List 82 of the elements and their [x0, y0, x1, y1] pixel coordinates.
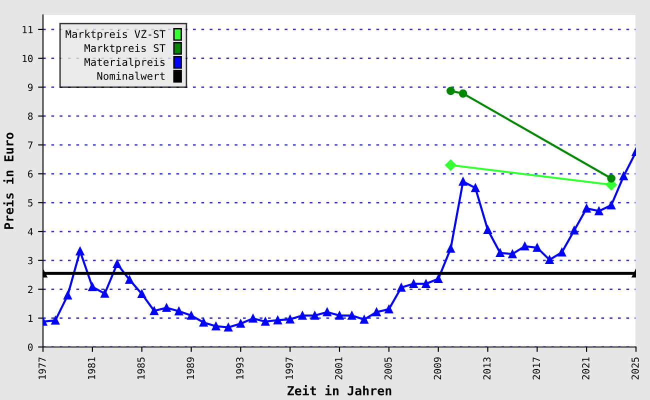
point	[51, 316, 60, 325]
point	[446, 244, 455, 253]
x-tick-label: 1977	[38, 357, 46, 379]
x-tick-label: 2009	[434, 357, 442, 380]
point	[558, 248, 566, 256]
y-tick-label: 5	[28, 199, 32, 207]
point	[445, 160, 456, 171]
y-tick-label: 11	[22, 26, 33, 34]
point	[360, 315, 368, 324]
point	[125, 276, 134, 284]
point	[458, 89, 468, 98]
point	[372, 308, 381, 316]
point	[322, 308, 332, 316]
point	[150, 306, 158, 316]
x-tick-label: 1997	[286, 357, 293, 379]
x-tick-label: 1989	[186, 357, 194, 379]
point	[100, 289, 109, 298]
x-tick-label: 2005	[384, 358, 392, 380]
point	[174, 307, 184, 316]
point	[298, 311, 307, 320]
point	[310, 311, 319, 320]
x-tick-label: 1993	[236, 357, 244, 379]
point	[582, 204, 591, 213]
point	[384, 305, 394, 314]
y-tick-label: 3	[28, 256, 33, 264]
point	[496, 248, 504, 258]
point	[138, 290, 146, 298]
x-tick-label: 2017	[532, 357, 540, 380]
y-tick-label: 1	[28, 314, 33, 322]
point	[484, 226, 492, 234]
point	[212, 322, 220, 330]
point	[286, 315, 294, 324]
point	[348, 311, 356, 320]
point	[422, 280, 430, 288]
point	[76, 246, 84, 256]
y-tick-label: 6	[28, 170, 33, 178]
y-tick-label: 2	[28, 286, 32, 293]
point	[520, 242, 529, 250]
point	[607, 174, 616, 183]
legend-label: Marktpreis VZ-ST	[66, 30, 166, 40]
point	[471, 184, 480, 192]
x-tick-label: 2013	[483, 357, 491, 380]
x-tick-label: 1981	[88, 357, 96, 379]
point	[64, 291, 72, 300]
point	[533, 244, 542, 252]
x-tick-label: 2001	[334, 357, 342, 380]
x-tick-label: 2025	[631, 358, 639, 380]
point	[397, 283, 406, 292]
y-tick-label: 8	[28, 112, 33, 120]
y-tick-label: 0	[28, 344, 33, 351]
point	[236, 319, 245, 328]
point	[570, 226, 578, 235]
point	[162, 304, 171, 312]
point	[434, 274, 442, 284]
legend-label: Materialpreis	[84, 58, 165, 68]
point	[409, 280, 418, 288]
point	[594, 206, 604, 216]
x-tick-label: 2021	[582, 357, 590, 380]
point	[224, 323, 232, 332]
point	[248, 314, 258, 323]
x-axis-title: Zeit in Jahren	[288, 385, 392, 396]
point	[607, 201, 616, 210]
point	[199, 318, 208, 327]
y-axis-title: Preis in Euro	[3, 132, 14, 229]
point	[112, 260, 122, 268]
point	[261, 317, 270, 326]
legend-label: Marktpreis ST	[84, 44, 166, 54]
point	[458, 177, 468, 186]
y-tick-label: 4	[28, 228, 33, 236]
y-tick-label: 7	[28, 142, 33, 149]
point	[335, 311, 344, 320]
point	[545, 256, 554, 264]
point	[619, 172, 628, 180]
point	[187, 311, 196, 320]
point	[508, 250, 517, 258]
point	[88, 282, 97, 292]
legend-label: Nominalwert	[97, 72, 165, 80]
point	[446, 86, 455, 96]
y-tick-label: 9	[28, 84, 33, 92]
y-tick-label: 10	[22, 54, 33, 62]
x-tick-label: 1985	[137, 358, 145, 379]
point	[274, 316, 282, 324]
